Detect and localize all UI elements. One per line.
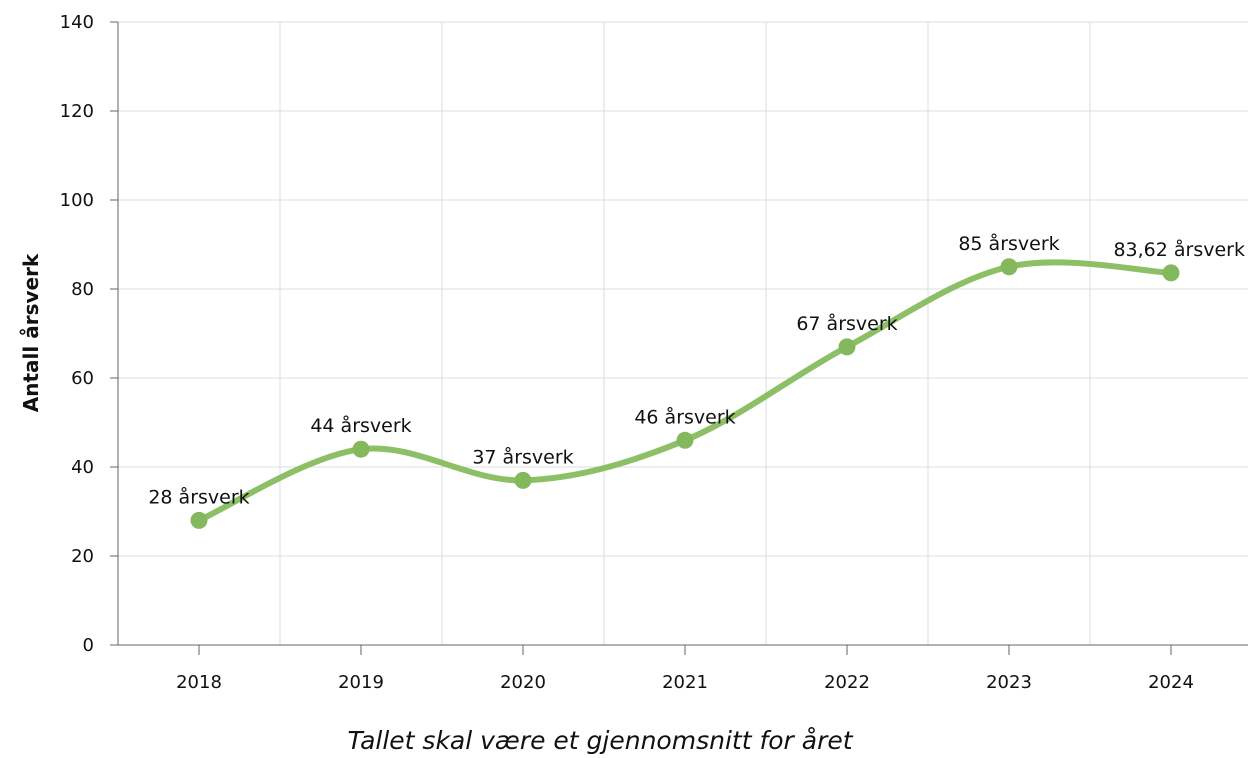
x-tick-label: 2023 (986, 672, 1032, 693)
x-tick-label: 2024 (1148, 672, 1194, 693)
y-tick-label: 60 (71, 368, 94, 389)
x-tick-label: 2020 (500, 672, 546, 693)
data-label: 28 årsverk (148, 485, 249, 508)
chart-caption: Tallet skal være et gjennomsnitt for åre… (347, 726, 853, 755)
data-point (352, 440, 370, 458)
data-label: 83,62 årsverk (1113, 238, 1245, 261)
grid-layer (118, 21, 1248, 645)
series-line (196, 259, 1174, 524)
y-tick-label: 0 (83, 635, 94, 656)
data-point (514, 471, 532, 489)
data-point (1000, 258, 1018, 276)
x-tick-label: 2022 (824, 672, 870, 693)
axes: 0 20 40 60 80 100 120 140 2018 2019 2020 2021 2022 20… (60, 12, 1248, 693)
y-tick-label: 40 (71, 457, 94, 478)
data-point (190, 511, 208, 529)
data-labels: 28 årsverk 44 årsverk 37 årsverk 46 årsverk… (148, 232, 1245, 509)
y-tick-label: 120 (60, 101, 94, 122)
data-label: 85 årsverk (958, 232, 1059, 255)
data-point (1162, 264, 1180, 282)
x-tick-label: 2019 (338, 672, 384, 693)
data-label: 46 årsverk (634, 405, 735, 428)
x-tick-label: 2018 (176, 672, 222, 693)
y-tick-label: 20 (71, 546, 94, 567)
x-tick-label: 2021 (662, 672, 708, 693)
data-label: 37 årsverk (472, 445, 573, 468)
y-tick-label: 100 (60, 190, 94, 211)
data-label: 44 årsverk (310, 414, 411, 437)
y-tick-label: 80 (71, 279, 94, 300)
data-label: 67 årsverk (796, 312, 897, 335)
y-axis-title: Antall årsverk (19, 253, 43, 412)
y-tick-label: 140 (60, 12, 94, 33)
series-layer (190, 258, 1180, 529)
data-point (676, 431, 694, 449)
data-point (838, 338, 856, 356)
